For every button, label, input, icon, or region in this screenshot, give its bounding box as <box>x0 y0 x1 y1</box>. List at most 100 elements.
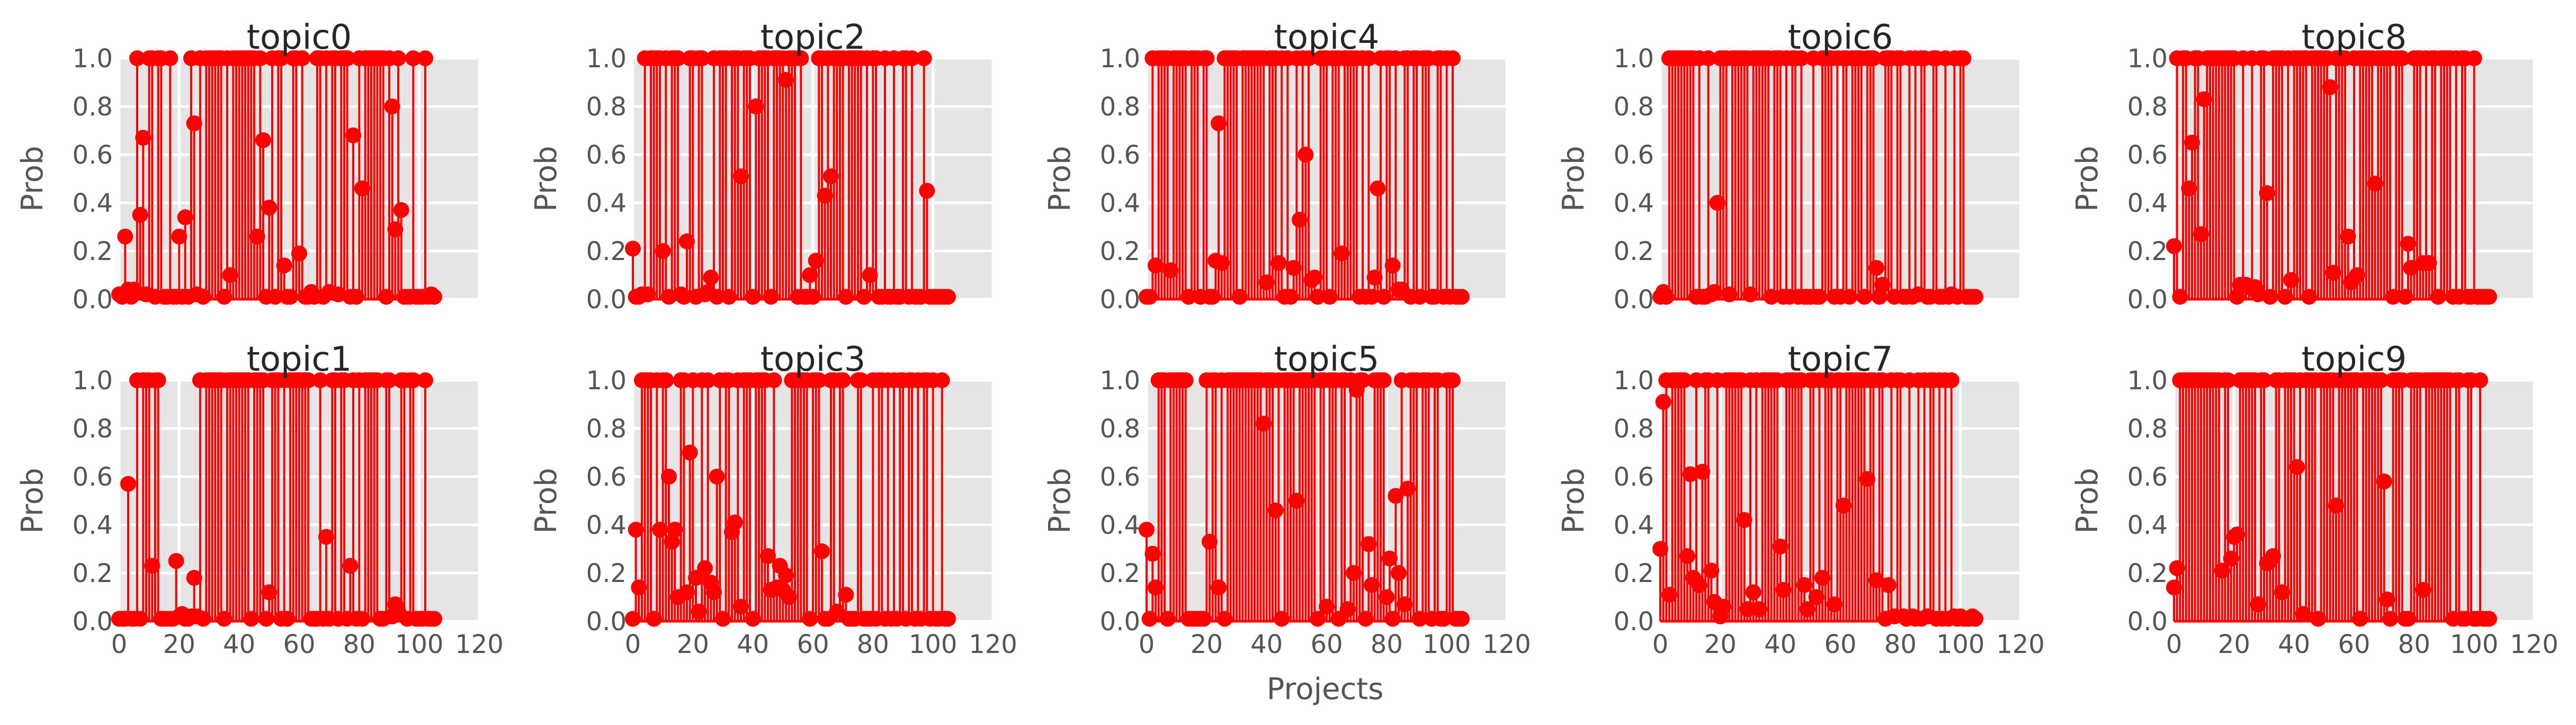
stem-marker <box>117 228 133 245</box>
y-tick-label: 0.2 <box>2127 559 2168 588</box>
stem-marker <box>1271 255 1287 271</box>
stem-marker <box>144 558 160 574</box>
y-tick-label: 0.0 <box>586 285 627 315</box>
stem-marker <box>1793 50 1810 66</box>
stem-marker <box>2403 259 2419 276</box>
stem-series <box>1139 50 1470 305</box>
stem-marker <box>703 270 719 286</box>
stem-marker <box>381 372 397 388</box>
y-tick-label: 0.6 <box>1614 462 1654 492</box>
stem-marker <box>2310 611 2326 627</box>
stem-marker <box>255 132 271 148</box>
stem-marker <box>2394 50 2410 66</box>
stem-marker <box>1700 50 1716 66</box>
stem-marker <box>2328 497 2344 514</box>
stem-marker <box>261 200 278 216</box>
stem-marker <box>1274 611 1290 627</box>
y-tick-label: 0.6 <box>586 462 627 492</box>
stem-marker <box>646 611 662 627</box>
x-tick-label: 20 <box>1704 630 1737 659</box>
y-tick-label: 0.4 <box>1100 189 1140 218</box>
stem-marker <box>2229 526 2245 543</box>
stem-marker <box>1283 289 1299 305</box>
stem-series <box>625 372 956 627</box>
panel-title: topic6 <box>1788 18 1893 57</box>
y-tick-label: 0.0 <box>2127 285 2168 315</box>
stem-marker <box>625 611 641 627</box>
stem-marker <box>940 289 956 305</box>
stem-marker <box>1856 289 1873 305</box>
stem-marker <box>405 50 422 66</box>
stem-marker <box>2400 236 2416 252</box>
x-tick-label: 0 <box>2166 630 2183 659</box>
stem-marker <box>2166 238 2182 254</box>
stem-marker <box>186 570 202 586</box>
stem-marker <box>2181 180 2197 196</box>
stem-marker <box>811 372 827 388</box>
stem-marker <box>1661 586 1677 603</box>
y-tick-label: 0.0 <box>1614 607 1654 637</box>
y-tick-label: 0.2 <box>586 559 627 588</box>
stem-marker <box>1384 257 1401 274</box>
x-tick-label: 80 <box>2398 630 2430 659</box>
stem-series <box>2166 50 2497 305</box>
stem-marker <box>1436 611 1452 627</box>
stem-marker <box>2289 459 2305 475</box>
stem-marker <box>1814 570 1830 586</box>
stem-marker <box>817 187 833 204</box>
stem-marker <box>766 372 782 388</box>
panel-title: topic7 <box>1788 340 1893 379</box>
stem-marker <box>667 522 683 538</box>
y-tick-label: 0.2 <box>1100 237 1140 266</box>
stem-marker <box>679 584 695 601</box>
stem-marker <box>1682 466 1698 482</box>
stem-marker <box>1411 611 1428 627</box>
x-tick-label: 100 <box>2450 630 2499 659</box>
stem-marker <box>1310 611 1326 627</box>
stem-marker <box>1703 562 1720 579</box>
y-tick-label: 0.6 <box>1614 140 1654 170</box>
panel-topic3: topic3 0.0 0.2 0.4 0.6 0.8 1.0 0 20 40 60 80 100 120 P… <box>529 340 1017 659</box>
stem-marker <box>2400 611 2416 627</box>
x-tick-label: 40 <box>737 630 769 659</box>
stem-marker <box>2301 289 2317 305</box>
panel-topic8: topic8 0.0 0.2 0.4 0.6 0.8 1.0 Prob <box>2070 18 2536 315</box>
x-tick-label: 100 <box>1423 630 1471 659</box>
y-tick-label: 0.8 <box>1100 92 1140 122</box>
y-tick-label: 0.6 <box>73 140 113 170</box>
stem-marker <box>715 611 731 627</box>
stem-marker <box>2220 372 2236 388</box>
stem-marker <box>1321 289 1338 305</box>
x-tick-label: 40 <box>1764 630 1796 659</box>
y-tick-label: 0.0 <box>1614 285 1654 315</box>
stem-marker <box>345 127 361 144</box>
y-axis-label: Prob <box>1043 468 1077 533</box>
stem-marker <box>1739 601 1756 617</box>
stem-marker <box>1195 611 1212 627</box>
y-axis-label: Prob <box>1043 146 1077 211</box>
stem-marker <box>1736 512 1752 528</box>
stem-marker <box>1213 255 1230 271</box>
stem-marker <box>1715 598 1731 615</box>
stem-marker <box>916 50 932 66</box>
x-tick-label: 120 <box>1996 630 2045 659</box>
x-tick-label: 120 <box>455 630 504 659</box>
stem-marker <box>934 372 950 388</box>
stem-marker <box>691 603 707 620</box>
stem-marker <box>661 469 677 485</box>
x-tick-label: 100 <box>1936 630 1985 659</box>
stem-marker <box>733 168 749 184</box>
y-tick-label: 0.4 <box>586 511 627 540</box>
stem-marker <box>261 584 278 601</box>
stem-marker <box>2415 581 2431 598</box>
stem-marker <box>1139 522 1155 538</box>
stem-marker <box>2340 228 2356 245</box>
y-tick-label: 0.8 <box>1614 414 1654 444</box>
y-tick-label: 1.0 <box>73 44 113 74</box>
stem-marker <box>1211 115 1227 131</box>
stem-marker <box>276 257 292 274</box>
y-tick-label: 0.8 <box>73 414 113 444</box>
x-tick-label: 20 <box>163 630 195 659</box>
stem-marker <box>384 99 400 114</box>
stem-marker <box>1745 584 1761 601</box>
